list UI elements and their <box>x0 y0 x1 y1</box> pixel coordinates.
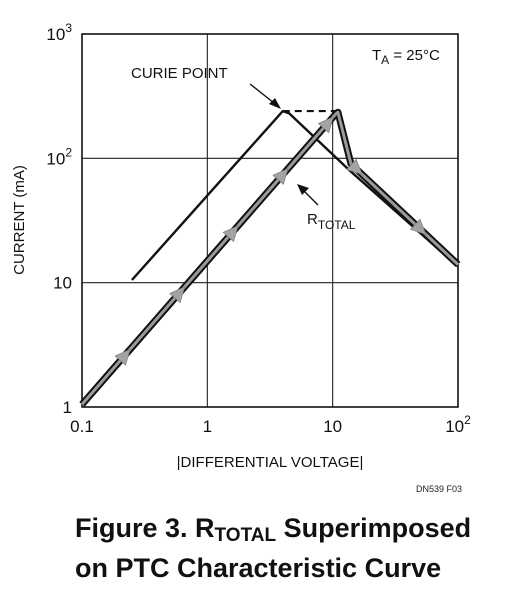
y-axis-label: CURRENT (mA) <box>11 165 28 275</box>
rtotal-label: RTOTAL <box>307 211 356 232</box>
x-tick-labels: 0.1 1 10 102 <box>70 413 471 436</box>
caption-line-2: on PTC Characteristic Curve <box>75 553 442 583</box>
y-tick-label: 103 <box>46 21 72 44</box>
rtotal-arrowhead <box>297 184 309 195</box>
curie-point-label: CURIE POINT <box>131 65 228 82</box>
figure-id: DN539 F03 <box>416 484 462 494</box>
condition-label: TA = 25°C <box>372 47 440 67</box>
plot-frame <box>81 33 459 408</box>
rtotal-leader <box>302 189 319 206</box>
rtotal-line-outline <box>79 108 461 407</box>
direction-arrow-mark <box>272 168 289 186</box>
x-axis-label: |DIFFERENTIAL VOLTAGE| <box>177 454 364 471</box>
x-tick-label: 10 <box>323 417 342 436</box>
x-tick-label: 0.1 <box>70 417 94 436</box>
direction-arrow-mark <box>317 116 334 134</box>
y-tick-label: 1 <box>63 398 72 417</box>
ptc-characteristic-line <box>131 109 459 281</box>
y-tick-labels: 1 10 102 103 <box>46 21 72 417</box>
curie-point-leader <box>249 83 275 104</box>
arrow-marks <box>114 116 427 366</box>
y-tick-label: 10 <box>53 274 72 293</box>
chart-grid <box>82 34 458 407</box>
direction-arrow-mark <box>409 218 427 236</box>
series-layer <box>79 108 461 407</box>
x-tick-label: 102 <box>445 413 471 436</box>
rtotal-line <box>80 110 460 406</box>
curie-point-arrowhead <box>269 98 281 109</box>
direction-arrow-mark <box>346 158 363 176</box>
caption-line-1: Figure 3. RTOTAL Superimposed <box>75 513 472 546</box>
figure-caption: Figure 3. RTOTAL Superimposed on PTC Cha… <box>75 512 515 585</box>
direction-arrow-mark <box>222 225 239 243</box>
x-tick-label: 1 <box>203 417 212 436</box>
direction-arrow-mark <box>114 348 131 366</box>
direction-arrow-mark <box>169 286 186 304</box>
y-tick-label: 102 <box>46 145 72 168</box>
